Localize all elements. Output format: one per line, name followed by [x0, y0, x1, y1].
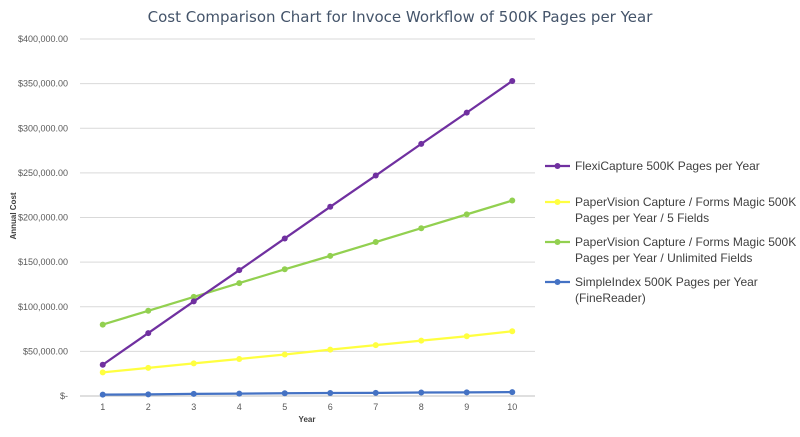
y-tick-label: $150,000.00 — [18, 257, 68, 267]
gridlines — [80, 38, 535, 352]
data-point — [236, 355, 243, 362]
data-point — [99, 369, 106, 376]
data-point — [236, 267, 243, 274]
y-axis-title: Annual Cost — [9, 192, 18, 239]
chart-title: Cost Comparison Chart for Invoce Workflo… — [148, 8, 654, 26]
data-point — [327, 390, 334, 397]
y-tick-label: $50,000.00 — [23, 346, 68, 356]
legend-label: (FineReader) — [575, 291, 646, 305]
data-point — [236, 280, 243, 287]
legend: FlexiCapture 500K Pages per Year PaperVis… — [545, 159, 796, 305]
series-line — [102, 391, 513, 396]
data-point — [145, 364, 152, 371]
series-line — [102, 330, 513, 374]
legend-entry: FlexiCapture 500K Pages per Year — [545, 159, 760, 173]
y-tick-label: $350,000.00 — [18, 79, 68, 89]
legend-label: FlexiCapture 500K Pages per Year — [575, 159, 760, 173]
data-point — [509, 197, 516, 204]
data-point — [509, 77, 516, 84]
series-lines — [99, 77, 516, 398]
y-tick-label: $100,000.00 — [18, 302, 68, 312]
x-tick-label: 4 — [237, 402, 242, 412]
data-point — [372, 172, 379, 179]
data-point — [281, 266, 288, 273]
legend-label: PaperVision Capture / Forms Magic 500K — [575, 235, 796, 249]
data-point — [418, 140, 425, 147]
legend-swatch-marker — [554, 163, 561, 169]
x-tick-label: 9 — [464, 402, 469, 412]
data-point — [99, 321, 106, 328]
legend-label: SimpleIndex 500K Pages per Year — [575, 275, 758, 289]
data-point — [145, 391, 152, 398]
series-2 — [99, 197, 516, 328]
data-point — [99, 361, 106, 368]
data-point — [418, 389, 425, 396]
data-point — [463, 333, 470, 340]
data-point — [145, 307, 152, 314]
x-tick-label: 5 — [282, 402, 287, 412]
data-point — [509, 328, 516, 335]
data-point — [99, 391, 106, 398]
y-tick-label: $200,000.00 — [18, 213, 68, 223]
series-line — [102, 199, 513, 326]
x-tick-label: 8 — [419, 402, 424, 412]
x-tick-label: 7 — [373, 402, 378, 412]
data-point — [372, 389, 379, 396]
x-tick-label: 10 — [507, 402, 517, 412]
x-tick-label: 1 — [100, 402, 105, 412]
legend-swatch-marker — [554, 199, 561, 205]
data-point — [372, 342, 379, 349]
legend-entry: PaperVision Capture / Forms Magic 500K Pa… — [545, 235, 796, 265]
data-point — [327, 346, 334, 353]
data-point — [463, 389, 470, 396]
data-point — [418, 337, 425, 344]
x-tick-label: 3 — [191, 402, 196, 412]
data-point — [281, 351, 288, 358]
data-point — [463, 211, 470, 218]
series-line — [102, 80, 513, 366]
data-point — [236, 390, 243, 397]
y-tick-label: $250,000.00 — [18, 168, 68, 178]
data-point — [327, 203, 334, 210]
legend-label: Pages per Year / Unlimited Fields — [575, 251, 752, 265]
data-point — [145, 330, 152, 337]
legend-label: PaperVision Capture / Forms Magic 500K — [575, 195, 796, 209]
x-tick-label: 2 — [146, 402, 151, 412]
data-point — [190, 298, 197, 305]
data-point — [327, 252, 334, 259]
data-point — [190, 293, 197, 300]
legend-entry: PaperVision Capture / Forms Magic 500K Pa… — [545, 195, 796, 225]
series-0 — [99, 77, 516, 368]
y-axis-ticks: $- $50,000.00 $100,000.00 $150,000.00 $200,0… — [18, 34, 68, 401]
data-point — [509, 389, 516, 396]
legend-label: Pages per Year / 5 Fields — [575, 211, 709, 225]
series-3 — [99, 389, 516, 398]
data-point — [463, 109, 470, 116]
x-axis-ticks: 1 2 3 4 5 6 7 8 9 10 — [100, 402, 517, 412]
series-1 — [99, 328, 516, 376]
y-tick-label: $400,000.00 — [18, 34, 68, 44]
data-point — [190, 360, 197, 367]
legend-swatch-marker — [554, 279, 561, 285]
y-tick-label: $- — [60, 391, 68, 401]
x-tick-label: 6 — [328, 402, 333, 412]
data-point — [418, 225, 425, 232]
legend-swatch-marker — [554, 239, 561, 245]
data-point — [281, 390, 288, 397]
data-point — [190, 390, 197, 397]
data-point — [372, 239, 379, 246]
legend-entry: SimpleIndex 500K Pages per Year (FineRead… — [545, 275, 758, 305]
data-point — [281, 235, 288, 242]
y-tick-label: $300,000.00 — [18, 123, 68, 133]
x-axis-title: Year — [299, 415, 316, 424]
